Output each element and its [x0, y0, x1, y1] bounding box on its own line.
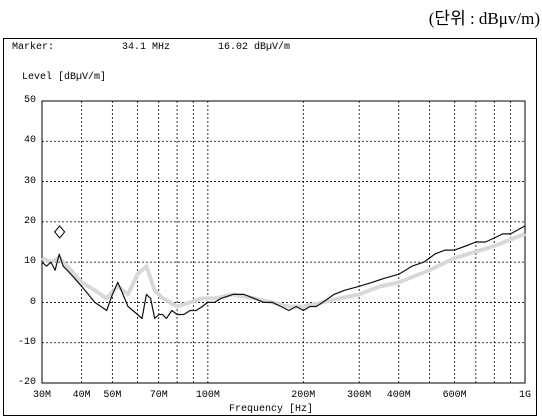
y-tick-label: -10 — [17, 337, 36, 348]
x-tick-label: 200M — [291, 390, 315, 401]
y-tick-label: 0 — [29, 297, 36, 308]
marker-diamond — [53, 225, 66, 239]
marker-level: 16.02 dBµV/m — [218, 42, 291, 53]
y-tick-label: 40 — [23, 135, 36, 146]
x-tick-label: 400M — [387, 390, 411, 401]
x-tick-label: 1G — [519, 390, 531, 401]
x-tick-label: 300M — [347, 390, 371, 401]
series-line — [41, 225, 526, 320]
x-tick-label: 70M — [150, 390, 168, 401]
marker-label: Marker: — [12, 42, 55, 53]
plot-border — [41, 100, 526, 384]
x-tick-label: 50M — [103, 390, 121, 401]
x-axis-label: Frequency [Hz] — [228, 404, 313, 415]
y-tick-label: -20 — [17, 377, 36, 388]
y-tick-label: 10 — [23, 256, 36, 267]
y-tick-label: 30 — [23, 176, 36, 187]
unit-caption: (단위 : dBμv/m) — [428, 9, 540, 28]
y-axis-label: Level [dBµV/m] — [22, 72, 107, 83]
marker-frequency: 34.1 MHz — [122, 42, 171, 53]
x-tick-label: 30M — [33, 390, 51, 401]
series-line — [41, 232, 526, 309]
x-tick-label: 100M — [196, 390, 220, 401]
x-tick-label: 600M — [443, 390, 467, 401]
x-tick-label: 40M — [73, 390, 91, 401]
y-tick-label: 50 — [23, 95, 36, 106]
y-tick-label: 20 — [23, 216, 36, 227]
